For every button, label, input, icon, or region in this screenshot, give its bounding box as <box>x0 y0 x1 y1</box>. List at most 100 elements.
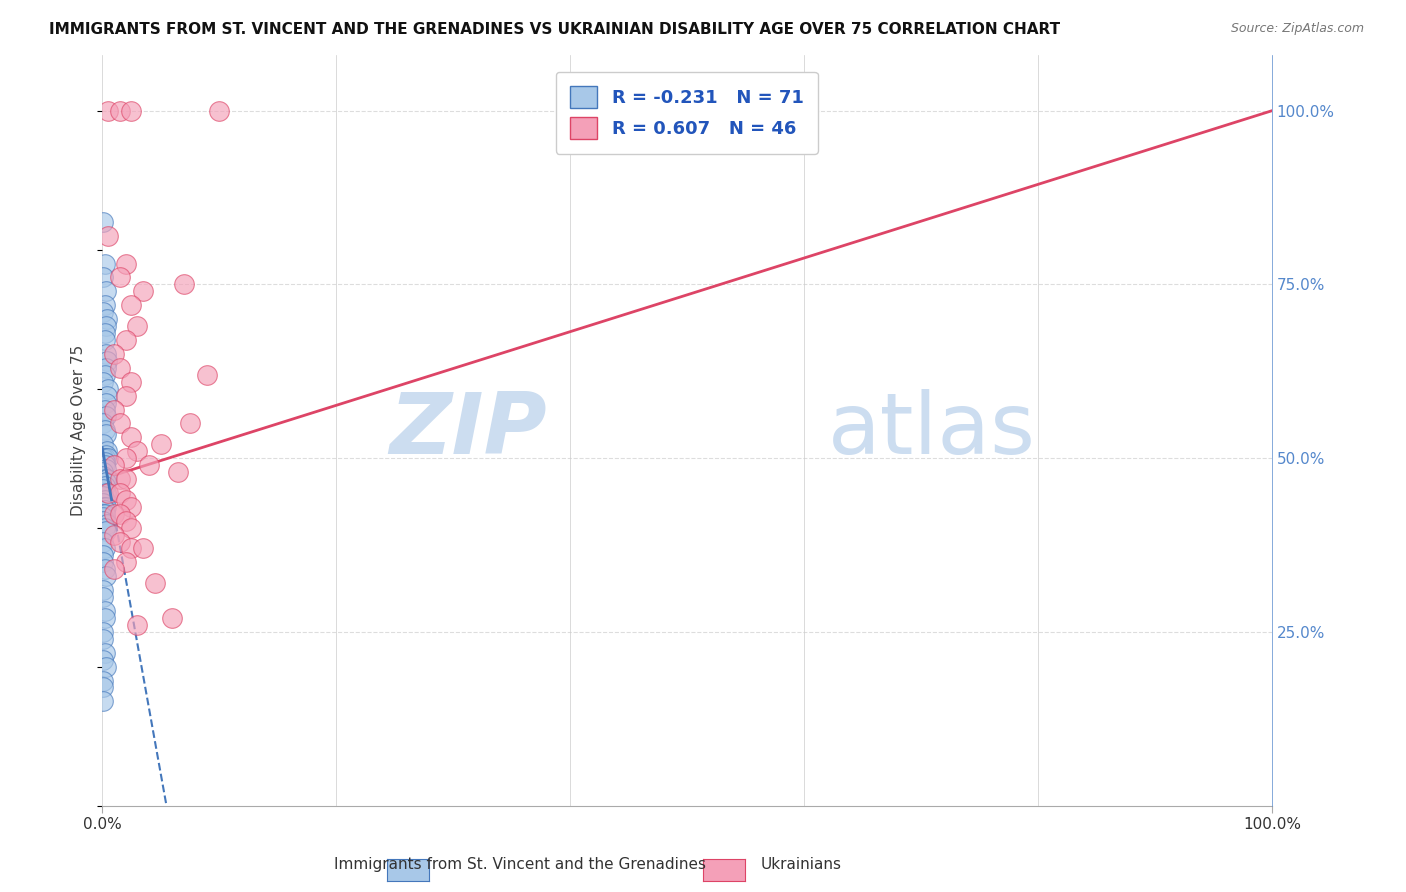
Point <box>93 305 115 319</box>
Point <box>96 517 118 532</box>
Point <box>93 468 115 483</box>
Point <box>93 562 115 576</box>
Point <box>93 489 115 503</box>
Point <box>93 510 115 524</box>
Point <box>114 514 136 528</box>
Point <box>162 611 184 625</box>
Point <box>94 659 117 673</box>
Point <box>94 285 117 299</box>
Point <box>93 624 115 639</box>
Point <box>114 451 136 466</box>
Point <box>93 681 115 695</box>
Text: Ukrainians: Ukrainians <box>761 857 842 872</box>
Point <box>93 455 115 469</box>
Point <box>93 451 115 466</box>
Point <box>120 541 142 556</box>
Point <box>96 354 118 368</box>
Point <box>93 492 115 507</box>
Point <box>93 326 115 340</box>
Point <box>93 333 115 347</box>
Point <box>120 521 142 535</box>
Point <box>93 500 115 514</box>
Point <box>127 319 149 334</box>
Point <box>93 673 115 688</box>
Point <box>127 618 149 632</box>
Point <box>179 417 201 431</box>
Point <box>108 270 131 285</box>
Point <box>94 524 117 538</box>
Point <box>93 583 115 598</box>
Point <box>94 500 117 514</box>
Point <box>108 103 131 118</box>
Point <box>108 534 131 549</box>
Point <box>93 604 115 618</box>
Y-axis label: Disability Age Over 75: Disability Age Over 75 <box>72 344 86 516</box>
Point <box>114 389 136 403</box>
Point <box>103 507 125 521</box>
Point <box>127 444 149 458</box>
Point <box>149 437 172 451</box>
Point <box>93 496 115 510</box>
Point <box>167 465 190 479</box>
Point <box>114 257 136 271</box>
Point <box>94 319 117 334</box>
Point <box>94 486 117 500</box>
Point <box>94 461 117 475</box>
Point <box>94 347 117 361</box>
Point <box>96 444 118 458</box>
Point <box>143 576 166 591</box>
Point <box>93 549 115 563</box>
Point <box>93 472 115 486</box>
Point <box>108 472 131 486</box>
Point <box>93 215 115 229</box>
Point <box>120 500 142 514</box>
Point <box>120 298 142 312</box>
Point <box>94 409 117 424</box>
Point <box>93 541 115 556</box>
Point <box>120 103 142 118</box>
Point <box>97 382 120 396</box>
Text: IMMIGRANTS FROM ST. VINCENT AND THE GRENADINES VS UKRAINIAN DISABILITY AGE OVER : IMMIGRANTS FROM ST. VINCENT AND THE GREN… <box>49 22 1060 37</box>
Point <box>103 562 125 576</box>
Point <box>93 694 115 708</box>
Point <box>97 103 120 118</box>
Point <box>208 103 231 118</box>
Point <box>138 458 160 472</box>
Point <box>93 646 115 660</box>
Text: Immigrants from St. Vincent and the Grenadines: Immigrants from St. Vincent and the Gren… <box>335 857 706 872</box>
Point <box>93 458 115 472</box>
Point <box>93 503 115 517</box>
Point <box>94 569 117 583</box>
Point <box>97 486 120 500</box>
Point <box>114 492 136 507</box>
Point <box>93 298 115 312</box>
Point <box>93 521 115 535</box>
Point <box>93 368 115 382</box>
Point <box>93 375 115 389</box>
Point <box>114 555 136 569</box>
Point <box>94 360 117 375</box>
Point <box>93 257 115 271</box>
Point <box>103 402 125 417</box>
Point <box>103 527 125 541</box>
Point <box>103 458 125 472</box>
Point <box>93 465 115 479</box>
Text: ZIP: ZIP <box>389 389 547 472</box>
Point <box>93 423 115 437</box>
Point <box>93 417 115 431</box>
Point <box>132 541 155 556</box>
Point <box>97 451 120 466</box>
Point <box>96 472 118 486</box>
Point <box>197 368 219 382</box>
Point <box>93 507 115 521</box>
Point <box>93 270 115 285</box>
Point <box>108 360 131 375</box>
Point <box>97 228 120 243</box>
Point <box>93 483 115 497</box>
Point <box>93 534 115 549</box>
Point <box>94 448 117 462</box>
Point <box>94 395 117 409</box>
Point <box>93 590 115 604</box>
Point <box>120 430 142 444</box>
Point <box>93 611 115 625</box>
